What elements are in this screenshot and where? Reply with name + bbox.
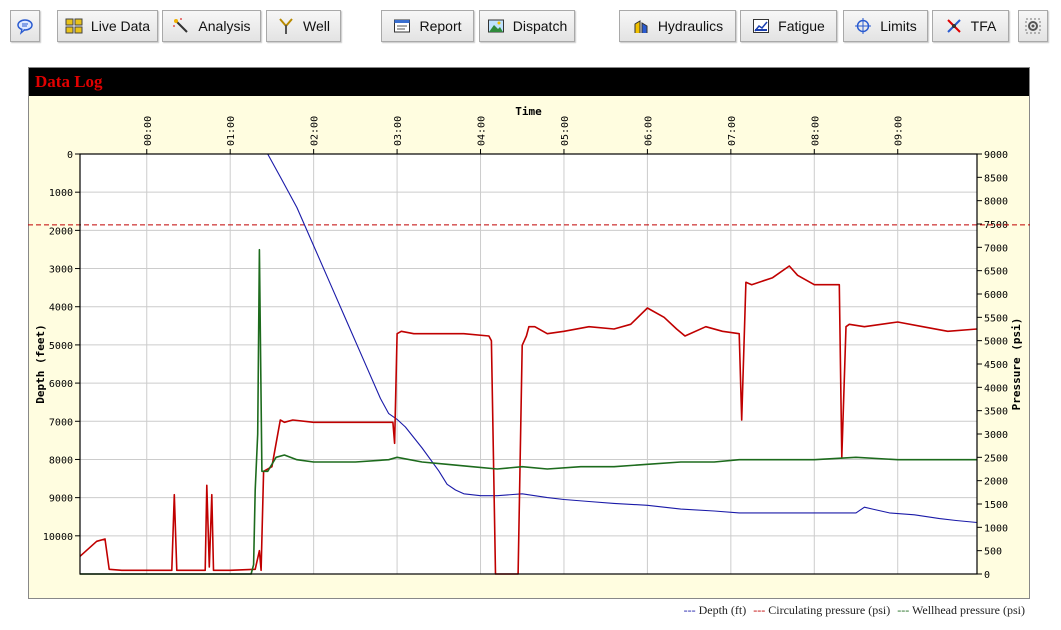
y-right-tick-label: 5500 — [984, 313, 1008, 324]
analysis-label: Analysis — [198, 18, 251, 34]
x-tick-label: 04:00 — [477, 116, 488, 146]
y-left-tick-label: 2000 — [49, 226, 73, 237]
y-right-tick-label: 8000 — [984, 197, 1008, 208]
dispatch-label: Dispatch — [512, 18, 568, 34]
depth-series-line — [80, 153, 978, 524]
y-right-tick-label: 6500 — [984, 267, 1008, 278]
y-left-tick-label: 0 — [67, 150, 73, 161]
well-button[interactable]: Well — [266, 10, 341, 42]
y-right-tick-label: 2000 — [984, 477, 1008, 488]
well-label: Well — [303, 18, 330, 34]
y-right-tick-label: 1500 — [984, 500, 1008, 511]
y-left-tick-label: 7000 — [49, 417, 73, 428]
x-tick-label: 03:00 — [393, 116, 404, 146]
y-right-tick-label: 9000 — [984, 150, 1008, 161]
chart-legend: --- Depth (ft) --- Circulating pressure … — [684, 603, 1025, 618]
x-tick-label: 05:00 — [560, 116, 571, 146]
report-icon — [393, 17, 411, 35]
y-right-tick-label: 7000 — [984, 243, 1008, 254]
fatigue-chart-icon — [752, 17, 770, 35]
circulating-pressure-series-line — [79, 265, 978, 575]
dispatch-icon — [487, 17, 505, 35]
live-data-button[interactable]: Live Data — [57, 10, 158, 42]
legend-circ-swatch: --- — [753, 603, 766, 617]
crosshair-icon — [854, 17, 872, 35]
y-right-tick-label: 7500 — [984, 220, 1008, 231]
y-right-tick-label: 3500 — [984, 407, 1008, 418]
x-tick-label: 06:00 — [643, 116, 654, 146]
gear-icon — [1024, 17, 1042, 35]
y-right-tick-label: 1000 — [984, 523, 1008, 534]
x-tick-label: 09:00 — [894, 116, 905, 146]
x-tick-label: 00:00 — [143, 116, 154, 146]
legend-depth-swatch: --- — [683, 603, 696, 617]
x-axis-title: Time — [515, 105, 542, 118]
y-left-tick-label: 9000 — [49, 494, 73, 505]
fatigue-button[interactable]: Fatigue — [740, 10, 837, 42]
y-right-tick-label: 0 — [984, 570, 990, 581]
y-left-tick-label: 3000 — [49, 265, 73, 276]
y-right-tick-label: 500 — [984, 547, 1002, 558]
y-right-tick-label: 6000 — [984, 290, 1008, 301]
legend-well-swatch: --- — [897, 603, 910, 617]
y-left-tick-label: 1000 — [49, 188, 73, 199]
hydraulics-label: Hydraulics — [657, 18, 724, 34]
magic-wand-icon — [172, 17, 190, 35]
y-right-axis-title: Pressure (psi) — [1010, 318, 1023, 411]
x-tick-label: 01:00 — [226, 116, 237, 146]
fatigue-label: Fatigue — [778, 18, 825, 34]
y-right-tick-label: 4500 — [984, 360, 1008, 371]
panel-header: Data Log — [29, 68, 1029, 96]
hydraulics-icon — [632, 17, 650, 35]
y-left-tick-label: 8000 — [49, 455, 73, 466]
y-right-tick-label: 3000 — [984, 430, 1008, 441]
live-data-label: Live Data — [90, 18, 151, 34]
plot-frame — [79, 153, 978, 575]
toolbar: Live Data Analysis Well Report Dispatch … — [0, 0, 1061, 50]
analysis-button[interactable]: Analysis — [162, 10, 261, 42]
legend-depth-label: Depth (ft) — [698, 603, 747, 617]
x-tick-label: 08:00 — [810, 116, 821, 146]
tfa-label: TFA — [970, 18, 997, 34]
settings-button[interactable] — [1018, 10, 1048, 42]
grid-icon — [65, 17, 83, 35]
well-icon — [277, 17, 295, 35]
y-left-tick-label: 6000 — [49, 379, 73, 390]
plot-area — [80, 154, 977, 574]
y-right-tick-label: 8500 — [984, 173, 1008, 184]
dispatch-button[interactable]: Dispatch — [479, 10, 575, 42]
panel-title: Data Log — [35, 72, 103, 91]
y-left-tick-label: 10000 — [43, 532, 73, 543]
y-right-tick-label: 2500 — [984, 453, 1008, 464]
y-right-tick-label: 5000 — [984, 337, 1008, 348]
chat-button[interactable] — [10, 10, 40, 42]
tfa-button[interactable]: TFA — [932, 10, 1009, 42]
x-tick-label: 02:00 — [310, 116, 321, 146]
speech-bubble-icon — [16, 17, 34, 35]
y-left-tick-label: 4000 — [49, 303, 73, 314]
y-left-axis-title: Depth (feet) — [34, 324, 47, 403]
tfa-icon — [945, 17, 963, 35]
report-label: Report — [419, 18, 462, 34]
wellhead-pressure-series-line — [80, 248, 977, 575]
hydraulics-button[interactable]: Hydraulics — [619, 10, 736, 42]
legend-well-label: Wellhead pressure (psi) — [912, 603, 1025, 617]
y-left-tick-label: 5000 — [49, 341, 73, 352]
legend-circ-label: Circulating pressure (psi) — [768, 603, 891, 617]
report-button[interactable]: Report — [381, 10, 474, 42]
x-tick-label: 07:00 — [727, 116, 738, 146]
limits-button[interactable]: Limits — [843, 10, 928, 42]
limits-label: Limits — [880, 18, 917, 34]
y-right-tick-label: 4000 — [984, 383, 1008, 394]
